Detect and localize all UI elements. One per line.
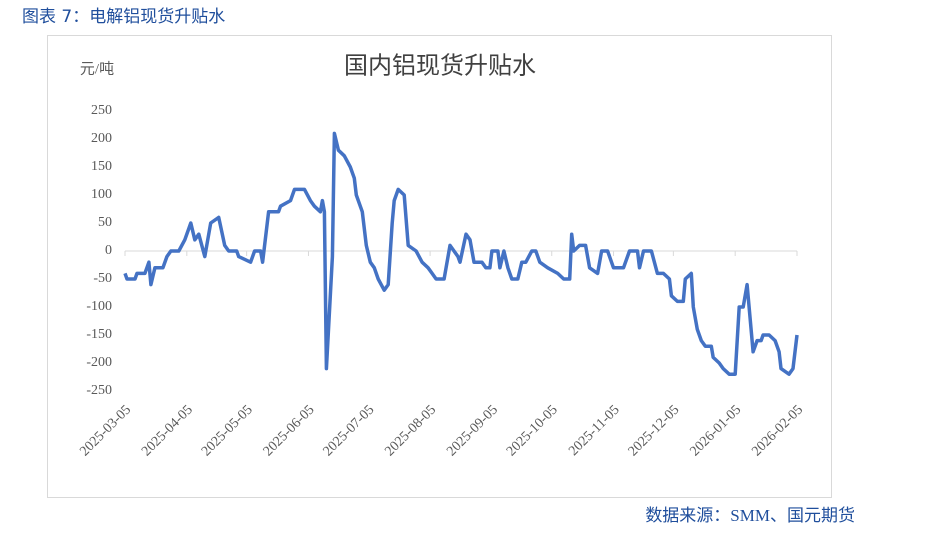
y-tick-label: -50: [93, 271, 112, 286]
y-tick-label: -150: [86, 327, 112, 342]
x-tick-label: 2025-05-05: [199, 402, 256, 459]
x-tick-label: 2025-12-05: [626, 402, 683, 459]
chart-frame: [47, 35, 832, 498]
y-tick-label: -200: [86, 355, 112, 370]
x-tick-label: 2025-04-05: [139, 402, 196, 459]
y-tick-label: 100: [91, 187, 112, 202]
y-tick-label: 250: [91, 103, 112, 118]
y-tick-label: 200: [91, 131, 112, 146]
x-tick-label: 2025-10-05: [504, 402, 561, 459]
x-tick-label: 2026-02-05: [749, 402, 806, 459]
y-tick-label: -250: [86, 383, 112, 398]
y-tick-label: -100: [86, 299, 112, 314]
x-tick-label: 2026-01-05: [687, 402, 744, 459]
x-tick-label: 2025-11-05: [566, 402, 622, 458]
y-tick-label: 50: [98, 215, 112, 230]
data-line: [123, 131, 799, 376]
x-tick-label: 2025-08-05: [382, 402, 439, 459]
x-tick-label: 2025-07-05: [321, 402, 378, 459]
figure-caption: 图表 7：电解铝现货升贴水: [22, 7, 225, 27]
x-tick-label: 2025-06-05: [261, 402, 318, 459]
source-note: 数据来源：SMM、国元期货: [645, 506, 855, 525]
x-tick-label: 2025-09-05: [444, 402, 501, 459]
y-tick-label: 0: [105, 243, 112, 258]
x-tick-label: 2025-03-05: [77, 402, 134, 459]
y-axis-label: 元/吨: [80, 60, 114, 77]
y-tick-label: 150: [91, 159, 112, 174]
chart-title: 国内铝现货升贴水: [344, 53, 536, 80]
